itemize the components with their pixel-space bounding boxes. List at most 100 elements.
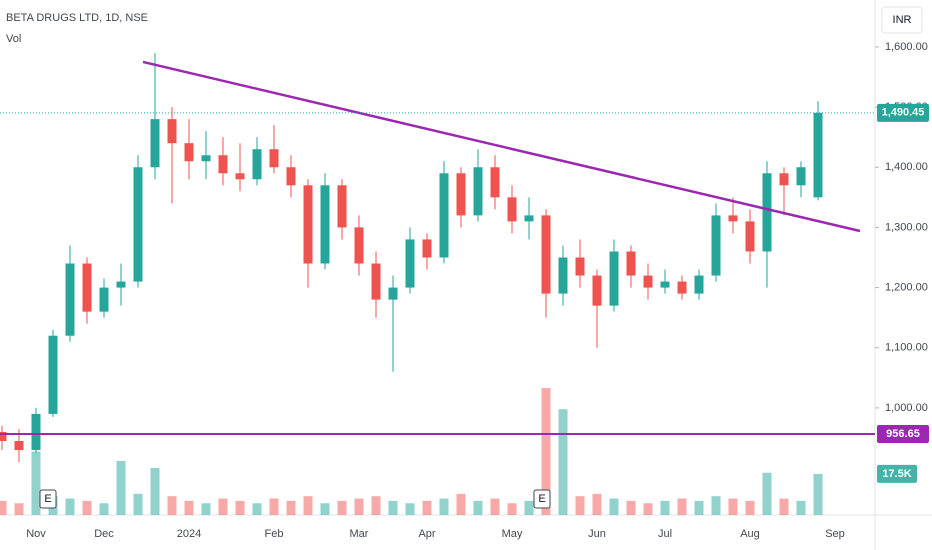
volume-bar bbox=[779, 498, 789, 515]
candle-body bbox=[388, 287, 398, 300]
candle-body bbox=[405, 239, 415, 288]
candle-body bbox=[643, 275, 653, 288]
volume-bar bbox=[286, 500, 296, 515]
candle-body bbox=[473, 167, 483, 216]
volume-bar bbox=[813, 473, 823, 515]
volume-bar bbox=[167, 496, 177, 515]
currency[interactable]: INR bbox=[893, 14, 912, 26]
candle-body bbox=[745, 221, 755, 252]
volume-bar bbox=[592, 493, 602, 515]
volume-bar bbox=[82, 500, 92, 515]
volume-bar bbox=[31, 451, 41, 515]
event-badge[interactable] bbox=[533, 489, 551, 509]
volume-bar bbox=[524, 500, 534, 515]
candle-body bbox=[354, 227, 364, 264]
volume-bar bbox=[558, 409, 568, 515]
y-tick-label: 1,100.00 bbox=[885, 342, 928, 354]
candle-body bbox=[218, 155, 228, 174]
volume-bar bbox=[694, 500, 704, 515]
candle-body bbox=[184, 143, 194, 162]
candle-body bbox=[728, 215, 738, 222]
volume-bar bbox=[507, 503, 517, 515]
last-volume-tag bbox=[877, 464, 917, 483]
volume-bar bbox=[0, 500, 7, 515]
volume-bar bbox=[541, 388, 551, 515]
volume-bar bbox=[303, 496, 313, 515]
candle-body bbox=[575, 257, 585, 276]
candle-body bbox=[422, 239, 432, 258]
volume-bar bbox=[796, 500, 806, 515]
candle-body bbox=[490, 167, 500, 198]
x-tick-label: Jun bbox=[588, 528, 606, 540]
event-label[interactable]: E bbox=[538, 493, 545, 505]
x-tick-label: May bbox=[502, 528, 523, 540]
volume-bar bbox=[643, 503, 653, 515]
volume-bar bbox=[422, 500, 432, 515]
trendline bbox=[142, 60, 861, 233]
volume-bar bbox=[14, 503, 24, 515]
candle-body bbox=[660, 281, 670, 288]
candle-body bbox=[14, 440, 24, 451]
volume-bar bbox=[116, 460, 126, 515]
candle-body bbox=[48, 335, 58, 414]
x-tick-label: Feb bbox=[265, 528, 284, 540]
candle-body bbox=[320, 185, 330, 264]
volume-bar bbox=[456, 493, 466, 515]
candle-body bbox=[677, 281, 687, 294]
volume-bar bbox=[626, 500, 636, 515]
candle-body bbox=[541, 215, 551, 294]
candle-body bbox=[201, 155, 211, 162]
volume-bar bbox=[439, 498, 449, 515]
candle-body bbox=[609, 251, 619, 306]
candle-body bbox=[65, 263, 75, 336]
candle-body bbox=[150, 119, 160, 168]
candle-body bbox=[524, 215, 534, 222]
candle-body bbox=[813, 112, 823, 198]
volume-bar bbox=[99, 503, 109, 515]
volume-bar bbox=[337, 500, 347, 515]
volume-bar bbox=[405, 503, 415, 515]
x-tick-label: Nov bbox=[26, 528, 46, 540]
candle-body bbox=[371, 263, 381, 300]
volume-bar bbox=[150, 468, 160, 515]
volume-bar bbox=[354, 498, 364, 515]
candle-body bbox=[796, 167, 806, 186]
candle-body bbox=[711, 215, 721, 276]
volume-title: Vol bbox=[6, 33, 21, 45]
y-tick-label: 1,200.00 bbox=[885, 281, 928, 293]
candle-body bbox=[779, 173, 789, 186]
candle-body bbox=[303, 185, 313, 264]
event-badge[interactable] bbox=[39, 489, 57, 509]
x-tick-label: Sep bbox=[825, 528, 845, 540]
chart-title: BETA DRUGS LTD, 1D, NSE bbox=[6, 12, 148, 24]
volume-bar bbox=[65, 498, 75, 515]
candle-body bbox=[269, 149, 279, 168]
candle-body bbox=[133, 167, 143, 282]
candle-body bbox=[694, 275, 704, 294]
candle-body bbox=[99, 287, 109, 312]
candle-body bbox=[762, 173, 772, 252]
volume-bar bbox=[711, 496, 721, 515]
candle-body bbox=[286, 167, 296, 186]
candle-body bbox=[456, 173, 466, 216]
x-tick-label: Dec bbox=[94, 528, 114, 540]
candle-body bbox=[235, 173, 245, 180]
currency-button[interactable] bbox=[881, 6, 923, 34]
candle-body bbox=[31, 413, 41, 451]
y-tick-label: 1,000.00 bbox=[885, 402, 928, 414]
volume-bar bbox=[745, 500, 755, 515]
candle-body bbox=[82, 263, 92, 312]
volume-bar bbox=[473, 500, 483, 515]
volume-bar bbox=[609, 498, 619, 515]
last-volume-label: 17.5K bbox=[882, 468, 911, 480]
volume-bar bbox=[660, 500, 670, 515]
volume-bar bbox=[388, 500, 398, 515]
volume-bar bbox=[201, 503, 211, 515]
event-label[interactable]: E bbox=[44, 493, 51, 505]
support-tag bbox=[877, 424, 929, 443]
volume-bar bbox=[269, 498, 279, 515]
volume-bar bbox=[320, 503, 330, 515]
volume-bar bbox=[133, 493, 143, 515]
x-tick-label: Jul bbox=[658, 528, 672, 540]
